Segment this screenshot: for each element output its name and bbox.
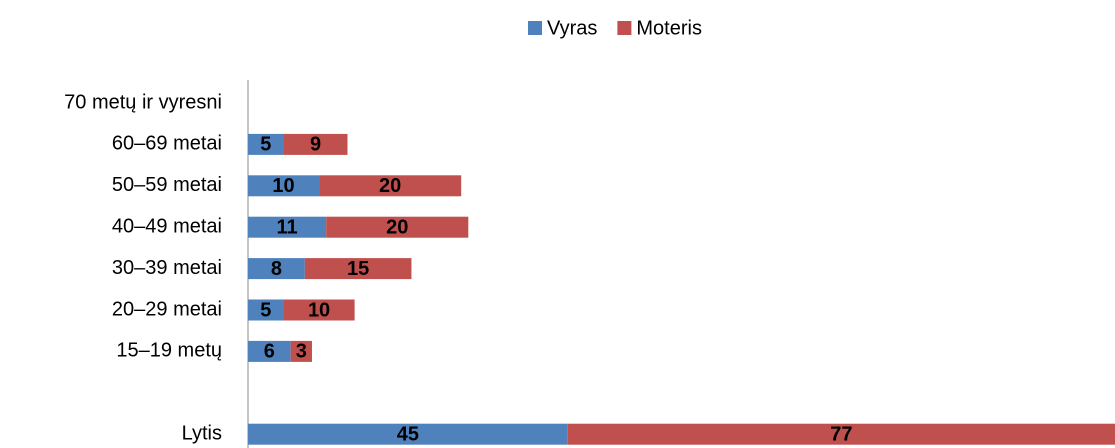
bar-segment xyxy=(567,423,1115,445)
bar-segment xyxy=(248,175,320,197)
data-label: 8 xyxy=(271,258,282,280)
data-label: 6 xyxy=(264,341,275,363)
data-label: 15 xyxy=(347,258,369,280)
bar-segment xyxy=(326,216,469,238)
bar-segment xyxy=(248,299,284,321)
data-label: 20 xyxy=(379,175,401,197)
bar-segment xyxy=(304,258,412,280)
bar-segment xyxy=(290,340,312,362)
data-label: 3 xyxy=(296,341,307,363)
bar-segment xyxy=(248,216,327,238)
bar-segment xyxy=(248,133,284,155)
data-label: 11 xyxy=(277,216,298,238)
bar-segment xyxy=(283,133,348,155)
y-tick-label: 15–19 metų xyxy=(116,340,222,362)
y-tick-label: 40–49 metai xyxy=(112,215,222,237)
bar-segment xyxy=(248,258,305,280)
legend-swatch xyxy=(528,21,542,35)
data-label: 5 xyxy=(260,299,271,321)
y-tick-label: 30–39 metai xyxy=(112,257,222,279)
data-label: 77 xyxy=(830,423,852,445)
bar-segment xyxy=(283,299,355,321)
legend-label: Vyras xyxy=(547,17,597,39)
y-tick-label: 50–59 metai xyxy=(112,174,222,196)
bar-segment xyxy=(319,175,462,197)
y-tick-label: 70 metų ir vyresni xyxy=(64,91,222,113)
legend-swatch xyxy=(617,21,632,35)
legend-label: Moteris xyxy=(636,17,702,39)
data-label: 20 xyxy=(386,216,408,238)
data-label: 9 xyxy=(310,134,321,156)
bar-segment xyxy=(248,340,291,362)
data-label: 5 xyxy=(260,134,271,156)
y-tick-label: Lytis xyxy=(182,422,222,444)
y-tick-label: 60–69 metai xyxy=(112,133,222,155)
y-tick-label: 20–29 metai xyxy=(112,298,222,320)
data-label: 10 xyxy=(272,175,294,197)
data-label: 45 xyxy=(397,423,419,445)
bar-segment xyxy=(248,423,568,445)
data-label: 10 xyxy=(308,299,330,321)
